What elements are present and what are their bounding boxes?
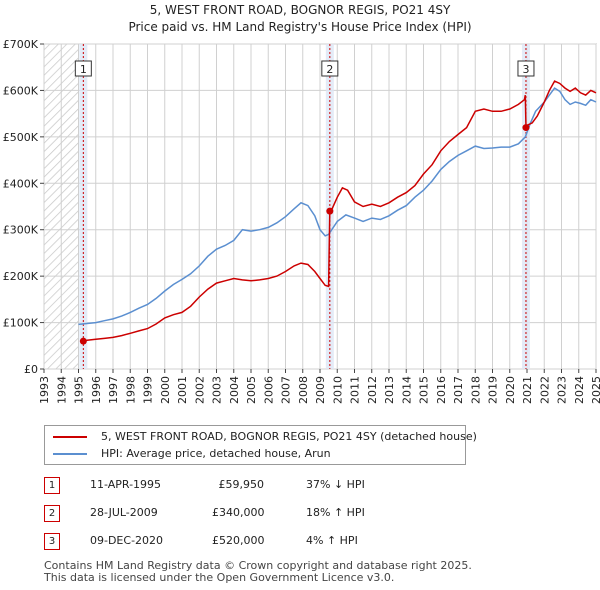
- property-price-line: [83, 80, 597, 342]
- sale-number-badge: 1: [44, 477, 60, 494]
- x-tick-label: 2001: [176, 376, 189, 404]
- x-tick-label: 2023: [556, 376, 569, 404]
- y-tick-label: £200K: [3, 270, 39, 283]
- sale-label-number: 2: [326, 63, 333, 76]
- y-tick-label: £400K: [3, 177, 39, 190]
- x-tick-label: 2018: [469, 376, 482, 404]
- x-tick-label: 2003: [211, 376, 224, 404]
- x-tick-label: 1996: [90, 376, 103, 404]
- y-tick-label: £100K: [3, 317, 39, 330]
- x-tick-label: 1993: [38, 376, 51, 404]
- footer-copyright: Contains HM Land Registry data © Crown c…: [44, 559, 472, 572]
- x-tick-label: 2020: [504, 376, 517, 404]
- sale-row: 1 11-APR-1995 £59,950 37% ↓ HPI: [44, 473, 564, 501]
- x-tick-label: 2015: [418, 376, 431, 404]
- sale-hpi-diff: 37% ↓ HPI: [306, 478, 365, 491]
- x-tick-label: 2025: [590, 376, 600, 404]
- sale-label-number: 1: [80, 63, 87, 76]
- x-tick-label: 1994: [55, 376, 68, 404]
- sale-label-number: 3: [522, 63, 529, 76]
- x-tick-label: 2011: [349, 376, 362, 404]
- price-chart: 5, WEST FRONT ROAD, BOGNOR REGIS, PO21 4…: [3, 3, 600, 404]
- y-tick-label: £300K: [3, 224, 39, 237]
- x-tick-label: 2013: [383, 376, 396, 404]
- sale-label-box: [74, 60, 92, 77]
- sale-label-box: [517, 60, 535, 77]
- hpi-line: [78, 87, 597, 326]
- x-tick-label: 2004: [228, 376, 241, 404]
- footer: Contains HM Land Registry data © Crown c…: [44, 560, 472, 584]
- x-tick-label: 2000: [159, 376, 172, 404]
- legend-swatch-property: [53, 436, 87, 438]
- x-tick-label: 2007: [280, 376, 293, 404]
- x-tick-label: 2022: [538, 376, 551, 404]
- x-tick-label: 1998: [124, 376, 137, 404]
- x-tick-label: 2008: [297, 376, 310, 404]
- y-tick-label: £600K: [3, 84, 39, 97]
- sale-point: [79, 337, 87, 345]
- x-tick-label: 2002: [193, 376, 206, 404]
- footer-licence: This data is licensed under the Open Gov…: [44, 571, 395, 584]
- x-tick-label: 2021: [521, 376, 534, 404]
- sale-number-badge: 3: [44, 533, 60, 550]
- legend-label-property: 5, WEST FRONT ROAD, BOGNOR REGIS, PO21 4…: [101, 430, 477, 443]
- legend-label-hpi: HPI: Average price, detached house, Arun: [101, 447, 331, 460]
- sale-price: £340,000: [212, 506, 265, 519]
- sale-point: [522, 124, 530, 132]
- y-tick-label: £0: [24, 363, 38, 376]
- x-tick-label: 2016: [435, 376, 448, 404]
- sale-price: £59,950: [218, 478, 265, 491]
- sale-date: 28-JUL-2009: [90, 506, 158, 519]
- sale-row: 2 28-JUL-2009 £340,000 18% ↑ HPI: [44, 501, 564, 529]
- x-tick-label: 1995: [73, 376, 86, 404]
- x-tick-label: 2006: [262, 376, 275, 404]
- x-tick-label: 2014: [400, 376, 413, 404]
- sale-price: £520,000: [212, 534, 265, 547]
- sale-number-badge: 2: [44, 505, 60, 522]
- chart-subtitle: Price paid vs. HM Land Registry's House …: [128, 20, 471, 34]
- legend-swatch-hpi: [53, 453, 87, 455]
- x-tick-label: 2005: [245, 376, 258, 404]
- y-tick-label: £700K: [3, 38, 39, 51]
- sale-band: [79, 44, 88, 369]
- sale-band: [325, 44, 334, 369]
- legend: 5, WEST FRONT ROAD, BOGNOR REGIS, PO21 4…: [44, 425, 477, 465]
- sale-label-box: [321, 60, 339, 77]
- x-tick-label: 2019: [487, 376, 500, 404]
- x-tick-label: 2010: [331, 376, 344, 404]
- x-tick-label: 1997: [107, 376, 120, 404]
- x-tick-label: 2009: [314, 376, 327, 404]
- sale-date: 09-DEC-2020: [90, 534, 164, 547]
- sale-point: [326, 207, 334, 215]
- x-tick-label: 1999: [142, 376, 155, 404]
- sale-hpi-diff: 18% ↑ HPI: [306, 506, 365, 519]
- x-tick-label: 2012: [366, 376, 379, 404]
- sales-table: 1 11-APR-1995 £59,950 37% ↓ HPI 2 28-JUL…: [44, 473, 564, 557]
- chart-title: 5, WEST FRONT ROAD, BOGNOR REGIS, PO21 4…: [150, 3, 451, 17]
- sale-hpi-diff: 4% ↑ HPI: [306, 534, 358, 547]
- sale-date: 11-APR-1995: [90, 478, 162, 491]
- sale-band: [521, 44, 530, 369]
- x-tick-label: 2017: [452, 376, 465, 404]
- sale-row: 3 09-DEC-2020 £520,000 4% ↑ HPI: [44, 529, 564, 557]
- x-tick-label: 2024: [573, 376, 586, 404]
- y-tick-label: £500K: [3, 131, 39, 144]
